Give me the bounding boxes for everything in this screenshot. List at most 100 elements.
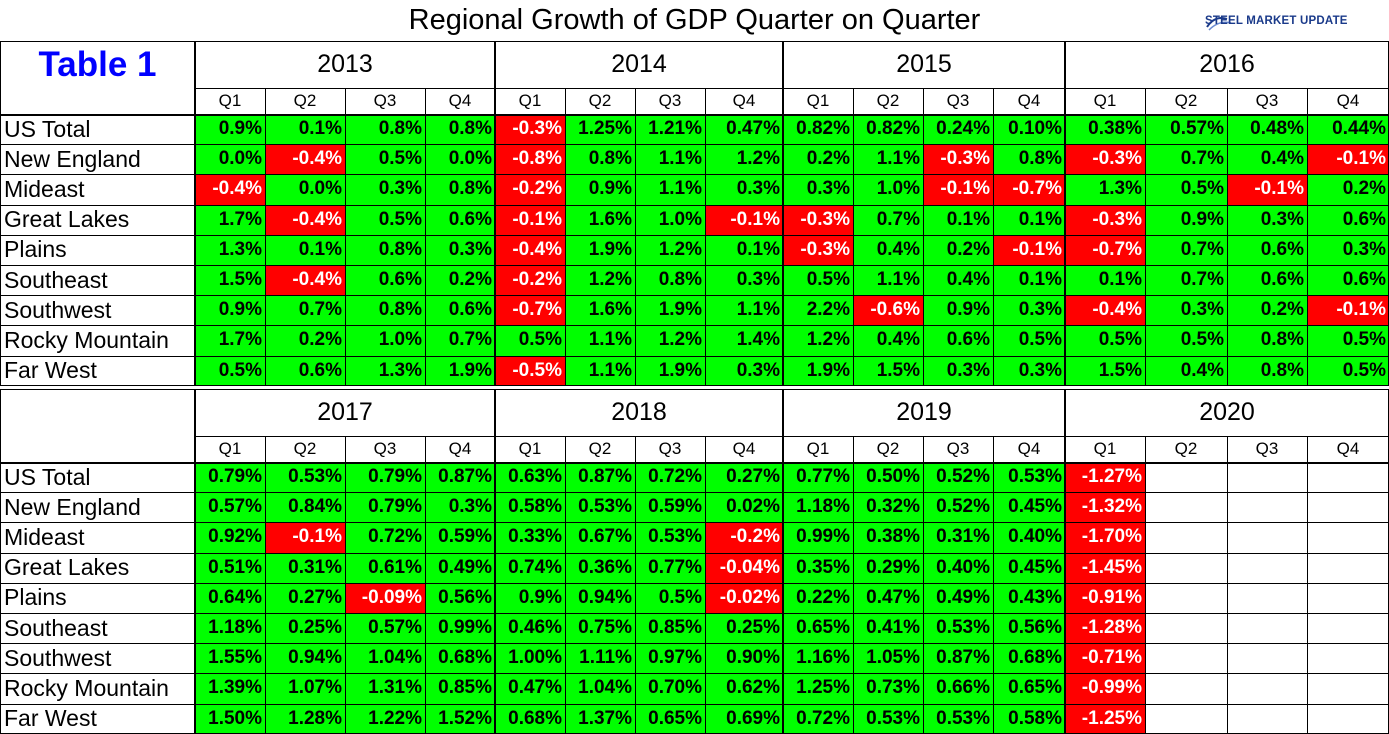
quarter-header: Q3 (373, 439, 397, 458)
value-cell (1227, 492, 1307, 523)
value-cell: 0.58% (495, 492, 565, 523)
value-cell: 0.0% (265, 174, 345, 205)
value-cell: -0.3% (1065, 204, 1145, 235)
quarter-header: Q2 (588, 91, 612, 110)
value-cell: 0.5% (345, 144, 425, 175)
value-cell: 0.4% (853, 234, 923, 265)
value-cell: 1.16% (783, 643, 853, 674)
grid-line (565, 436, 566, 734)
grid-line (195, 88, 1389, 89)
value-cell: 0.5% (1145, 325, 1227, 356)
value-cell: 0.79% (345, 492, 425, 523)
value-cell: -0.1% (923, 174, 993, 205)
value-cell: 0.85% (425, 673, 495, 704)
quarter-header: Q3 (658, 91, 682, 110)
value-cell: 0.29% (853, 552, 923, 583)
value-cell: -0.1% (1227, 174, 1307, 205)
value-cell: -0.1% (705, 204, 783, 235)
grid-line (0, 114, 1389, 116)
grid-line (853, 88, 854, 386)
value-cell: 1.04% (565, 673, 635, 704)
value-cell (1145, 673, 1227, 704)
grid-line (194, 41, 196, 386)
value-cell: -0.3% (783, 234, 853, 265)
value-cell: 0.2% (923, 234, 993, 265)
quarter-header: Q4 (732, 91, 756, 110)
value-cell: 0.70% (635, 673, 705, 704)
value-cell: 0.5% (993, 325, 1065, 356)
year-header: 2015 (896, 50, 952, 78)
value-cell: 0.10% (993, 114, 1065, 145)
grid-line (1307, 88, 1308, 386)
year-header: 2017 (317, 398, 373, 426)
logo-icon (1206, 17, 1232, 31)
value-cell: 1.7% (195, 204, 265, 235)
value-cell: 0.25% (265, 613, 345, 644)
quarter-header: Q1 (806, 91, 830, 110)
value-cell: 1.52% (425, 703, 495, 734)
value-cell: 0.49% (923, 582, 993, 613)
value-cell: 0.31% (265, 552, 345, 583)
value-cell: 0.77% (783, 462, 853, 493)
quarter-header: Q3 (658, 439, 682, 458)
value-cell: 0.66% (923, 673, 993, 704)
value-cell (1307, 552, 1389, 583)
value-cell: -0.7% (1065, 234, 1145, 265)
region-label: New England (4, 145, 141, 172)
value-cell: 1.0% (853, 174, 923, 205)
value-cell (1227, 613, 1307, 644)
value-cell: 0.8% (345, 234, 425, 265)
value-cell: 0.6% (425, 295, 495, 326)
value-cell: 0.99% (783, 522, 853, 553)
value-cell: 0.82% (853, 114, 923, 145)
value-cell: 0.4% (1227, 144, 1307, 175)
grid-line (1227, 88, 1228, 386)
value-cell: 1.2% (635, 325, 705, 356)
value-cell: 0.02% (705, 492, 783, 523)
value-cell: -0.4% (265, 144, 345, 175)
value-cell: 0.0% (195, 144, 265, 175)
value-cell: 0.50% (853, 462, 923, 493)
value-cell: 0.68% (993, 643, 1065, 674)
value-cell: 0.0% (425, 144, 495, 175)
grid-line (993, 436, 994, 734)
value-cell: -0.09% (345, 582, 425, 613)
value-cell: 1.25% (565, 114, 635, 145)
grid-line (0, 389, 1389, 390)
value-cell: -0.02% (705, 582, 783, 613)
value-cell: 0.1% (705, 234, 783, 265)
grid-line (993, 88, 994, 386)
value-cell: 0.9% (495, 582, 565, 613)
value-cell: 0.32% (853, 492, 923, 523)
value-cell: 0.3% (1307, 234, 1389, 265)
value-cell: 0.75% (565, 613, 635, 644)
value-cell: 0.1% (265, 114, 345, 145)
value-cell: 0.2% (265, 325, 345, 356)
grid-line (705, 436, 706, 734)
region-label: New England (4, 493, 141, 520)
region-label: US Total (4, 463, 91, 490)
value-cell: -0.4% (265, 265, 345, 296)
value-cell: 1.37% (565, 703, 635, 734)
value-cell: 0.4% (1145, 355, 1227, 386)
value-cell: 1.5% (853, 355, 923, 386)
quarter-header: Q2 (876, 91, 900, 110)
value-cell: 0.58% (993, 703, 1065, 734)
value-cell: 1.3% (195, 234, 265, 265)
value-cell: 1.1% (565, 355, 635, 386)
value-cell (1227, 462, 1307, 493)
value-cell: 0.72% (635, 462, 705, 493)
grid-line (1307, 436, 1308, 734)
region-label: Mideast (4, 175, 85, 202)
value-cell: 0.6% (1307, 204, 1389, 235)
value-cell: 0.41% (853, 613, 923, 644)
value-cell: 0.74% (495, 552, 565, 583)
value-cell: 0.9% (565, 174, 635, 205)
value-cell (1145, 552, 1227, 583)
grid-line (1145, 88, 1146, 386)
value-cell: -1.25% (1065, 703, 1145, 734)
value-cell (1145, 613, 1227, 644)
value-cell (1307, 492, 1389, 523)
value-cell: 0.27% (265, 582, 345, 613)
